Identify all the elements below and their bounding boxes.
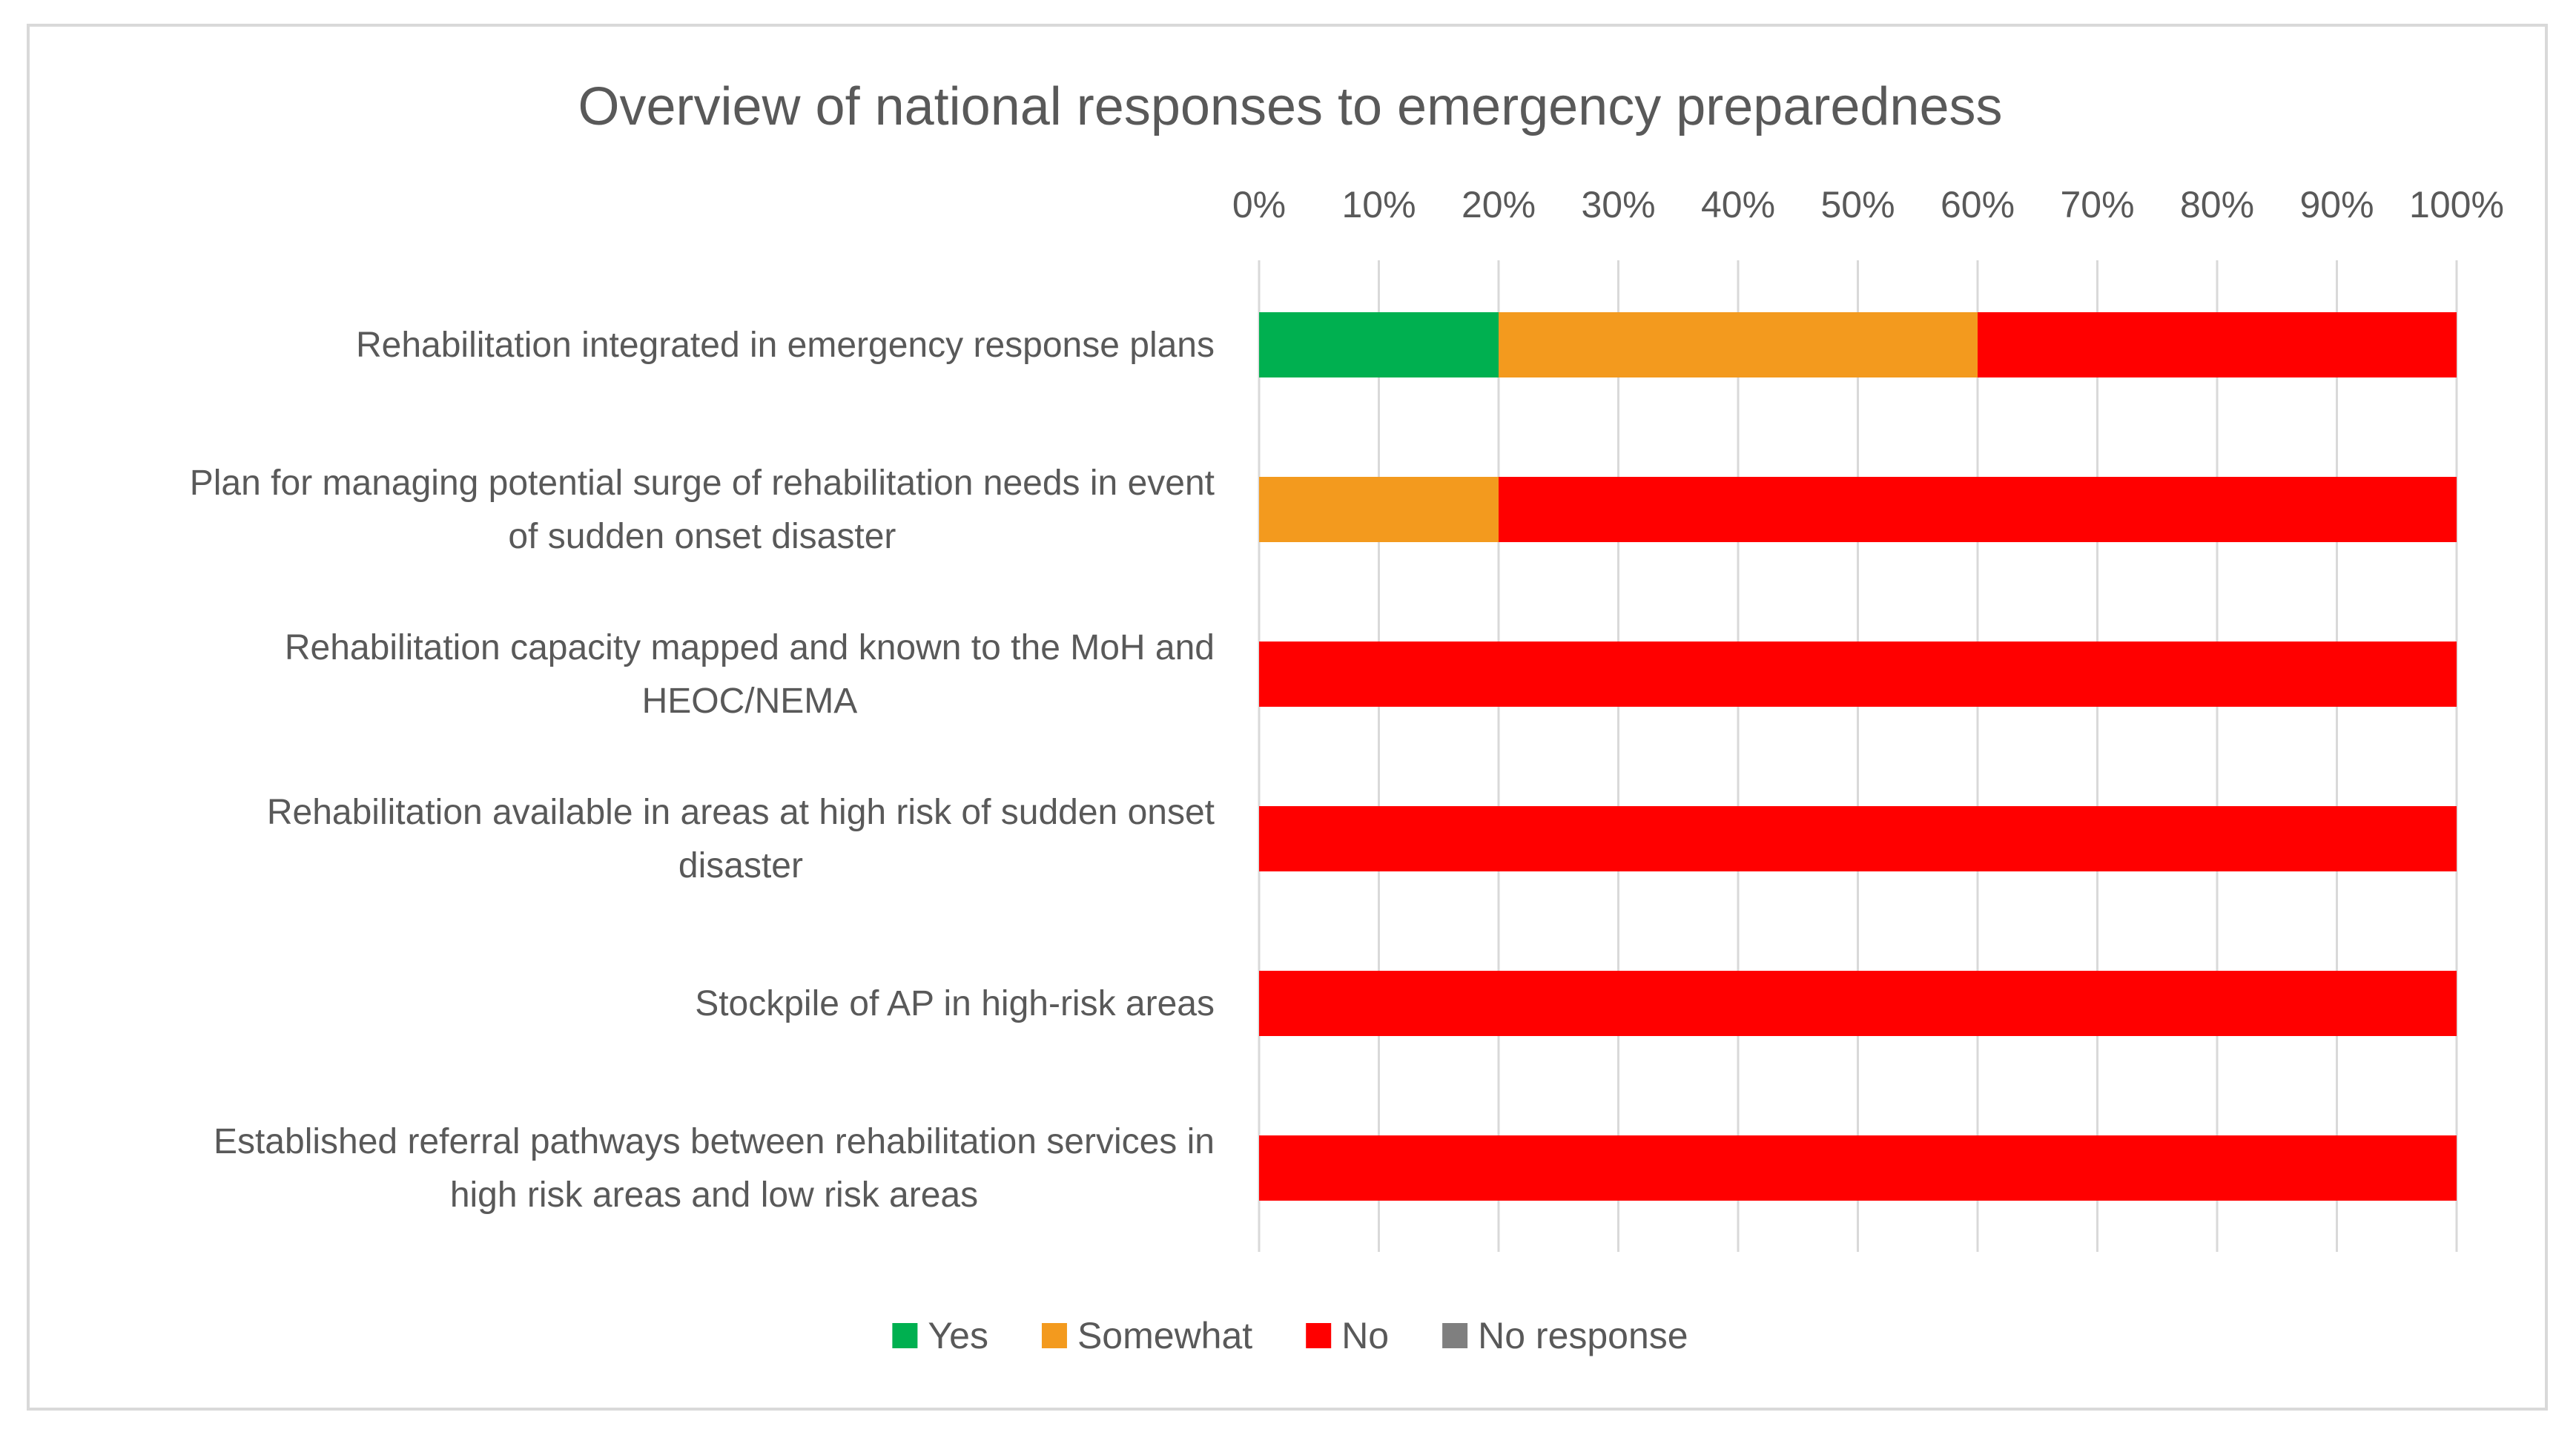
x-tick-label: 100% — [2409, 184, 2504, 225]
category-label: Stockpile of AP in high-risk areas — [695, 984, 1215, 1023]
bar-segment-no — [1978, 312, 2457, 377]
bar-segment-somewhat — [1499, 312, 1978, 377]
category-label: Rehabilitation capacity mapped and known… — [285, 628, 1215, 721]
bar-segment-no — [1259, 971, 2457, 1036]
x-tick-label: 80% — [2180, 184, 2254, 225]
bar-segment-no — [1499, 477, 2457, 542]
bar-segment-no — [1259, 1135, 2457, 1201]
x-tick-label: 20% — [1462, 184, 1536, 225]
bar-segment-somewhat — [1259, 477, 1499, 542]
x-tick-label: 70% — [2060, 184, 2134, 225]
legend-label: No response — [1478, 1315, 1688, 1356]
legend-label: No — [1341, 1315, 1389, 1356]
category-labels: Rehabilitation integrated in emergency r… — [190, 326, 1215, 1215]
legend: Yes Somewhat No No response — [892, 1315, 1688, 1356]
legend-swatch-yes — [892, 1323, 918, 1348]
category-label: Rehabilitation integrated in emergency r… — [356, 326, 1215, 365]
legend-label: Somewhat — [1077, 1315, 1252, 1356]
legend-swatch-no-response — [1442, 1323, 1468, 1348]
category-label: Established referral pathways between re… — [214, 1122, 1215, 1215]
gridlines — [1258, 260, 2458, 1252]
x-tick-label: 60% — [1941, 184, 2015, 225]
x-tick-label: 30% — [1581, 184, 1655, 225]
legend-swatch-no — [1306, 1323, 1332, 1348]
x-tick-label: 40% — [1701, 184, 1775, 225]
x-tick-label: 10% — [1341, 184, 1416, 225]
category-label-line: Rehabilitation available in areas at hig… — [267, 793, 1215, 832]
category-label: Plan for managing potential surge of reh… — [190, 464, 1215, 556]
bar-segment-no — [1259, 806, 2457, 871]
legend-label: Yes — [928, 1315, 988, 1356]
category-label-line: Stockpile of AP in high-risk areas — [695, 984, 1215, 1023]
category-label-line: of sudden onset disaster — [508, 517, 896, 556]
chart-svg: Overview of national responses to emerge… — [190, 77, 2504, 1356]
x-tick-label: 90% — [2299, 184, 2374, 225]
bar-segment-yes — [1259, 312, 1499, 377]
category-label-line: high risk areas and low risk areas — [450, 1175, 978, 1215]
category-label-line: Rehabilitation integrated in emergency r… — [356, 326, 1215, 365]
chart-title: Overview of national responses to emerge… — [578, 77, 2002, 136]
bar-segment-no — [1259, 642, 2457, 707]
category-label-line: Established referral pathways between re… — [214, 1122, 1215, 1161]
category-label-line: Rehabilitation capacity mapped and known… — [285, 628, 1215, 667]
x-tick-label: 50% — [1820, 184, 1895, 225]
x-axis-ticks: 0% 10% 20% 30% 40% 50% 60% 70% 80% 90% 100% — [1232, 184, 2504, 225]
legend-swatch-somewhat — [1041, 1323, 1067, 1348]
bars — [1259, 312, 2457, 1201]
category-label-line: Plan for managing potential surge of reh… — [190, 464, 1215, 503]
x-tick-label: 0% — [1232, 184, 1286, 225]
category-label-line: HEOC/NEMA — [642, 682, 858, 721]
category-label-line: disaster — [678, 846, 803, 885]
chart-frame: Overview of national responses to emerge… — [27, 24, 2548, 1411]
category-label: Rehabilitation available in areas at hig… — [267, 793, 1215, 885]
